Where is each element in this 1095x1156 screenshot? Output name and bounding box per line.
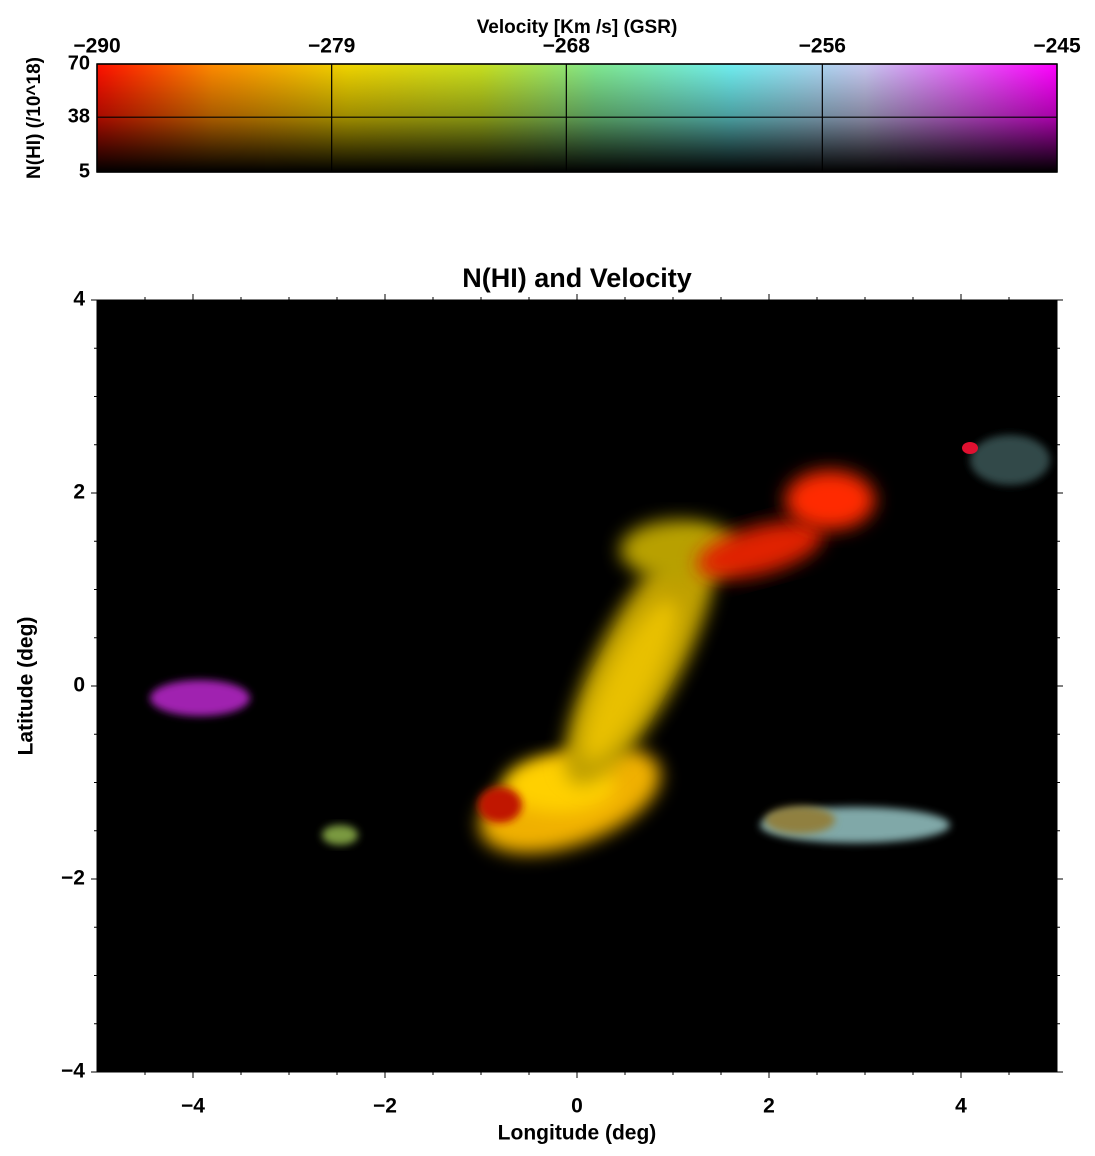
cloud xyxy=(765,806,835,834)
x-tick-label: 2 xyxy=(763,1095,775,1118)
y-axis-label: Latitude (deg) xyxy=(15,617,38,756)
colorbar-tick-label: −245 xyxy=(1033,35,1081,58)
x-tick-label: −4 xyxy=(181,1095,205,1118)
x-tick-label: 0 xyxy=(571,1095,583,1118)
cloud xyxy=(150,680,250,716)
cloud xyxy=(785,470,875,530)
cloud xyxy=(696,521,824,579)
x-tick-label: 4 xyxy=(955,1095,967,1118)
colorbar-y-tick-label: 5 xyxy=(79,160,90,182)
x-axis-label: Longitude (deg) xyxy=(498,1122,657,1145)
x-tick-label: −2 xyxy=(373,1095,397,1118)
y-tick-label: −4 xyxy=(61,1060,85,1083)
colorbar-tick-label: −279 xyxy=(308,35,355,58)
colorbar-tick-label: −290 xyxy=(73,35,120,58)
colorbar-tick-label: −268 xyxy=(543,35,591,58)
chart-title: N(HI) and Velocity xyxy=(462,263,692,293)
colorbar-ylabel: N(HI) (/10^18) xyxy=(24,57,45,179)
y-tick-label: 2 xyxy=(73,481,85,504)
y-tick-label: 4 xyxy=(73,288,85,311)
plot-area xyxy=(97,300,1057,1072)
cloud xyxy=(970,435,1050,485)
cloud xyxy=(962,442,978,454)
cloud xyxy=(478,787,522,823)
colorbar-label: Velocity [Km /s] (GSR) xyxy=(477,17,678,38)
colorbar-frame xyxy=(96,63,1058,173)
y-tick-label: 0 xyxy=(73,674,85,697)
colorbar-tick-label: −256 xyxy=(799,35,846,58)
plot-frame xyxy=(96,299,1058,1073)
emission xyxy=(150,435,1050,854)
cloud xyxy=(322,825,358,845)
colorbar-y-tick-label: 70 xyxy=(68,52,90,74)
colorbar-y-tick-label: 38 xyxy=(68,105,90,127)
y-tick-label: −2 xyxy=(61,867,85,890)
cloud xyxy=(582,599,678,761)
colorbar-shade xyxy=(97,64,1057,172)
